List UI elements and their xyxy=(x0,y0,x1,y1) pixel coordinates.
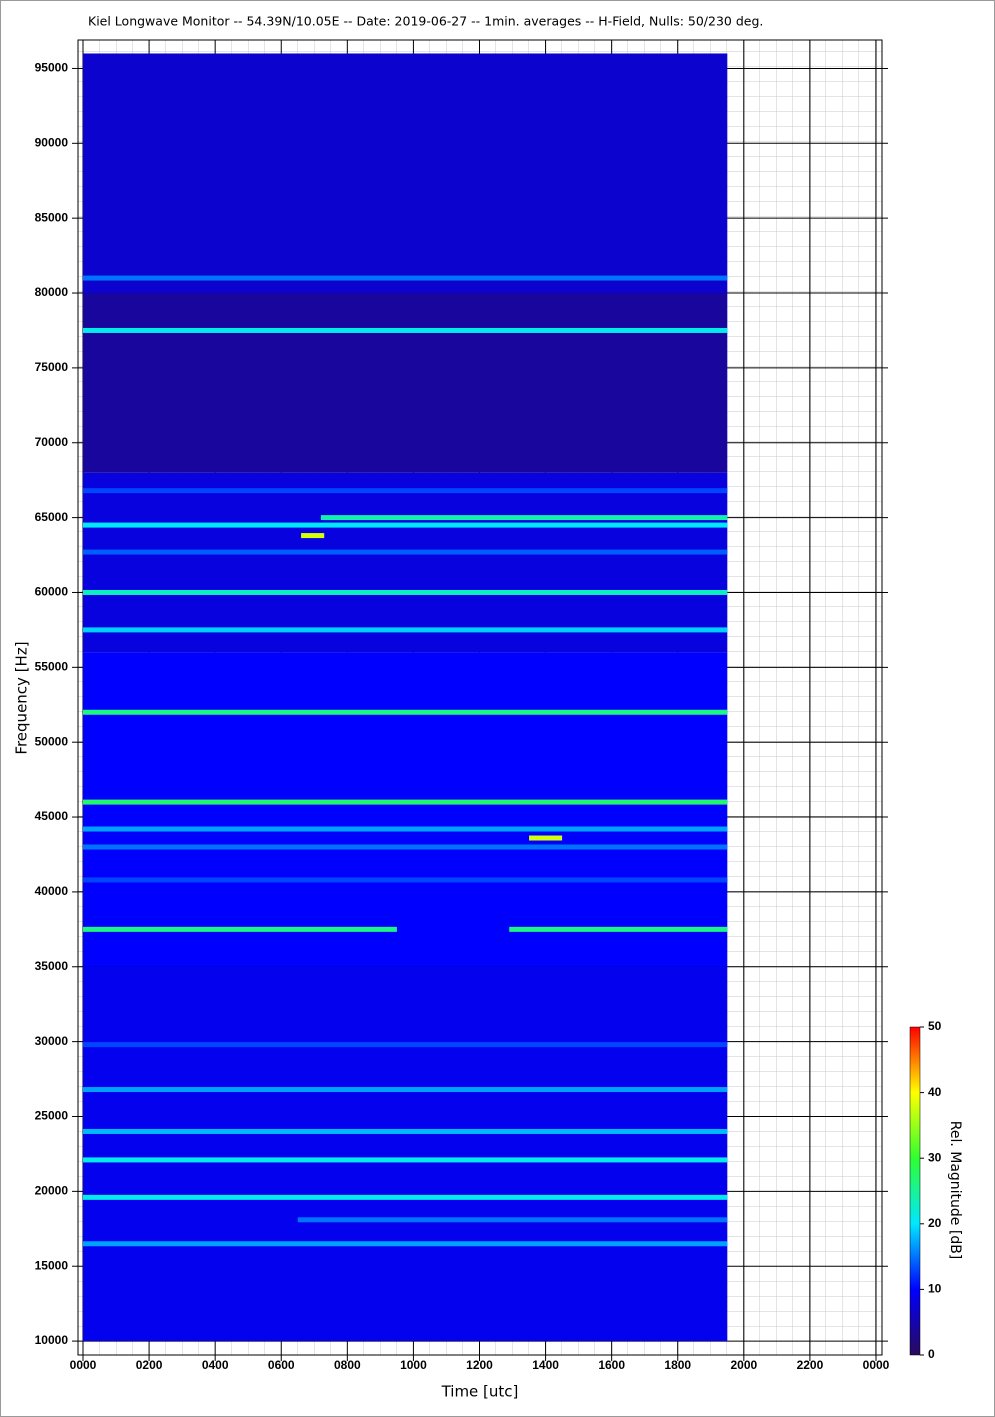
y-tick-label: 70000 xyxy=(35,435,69,449)
x-axis-label: Time [utc] xyxy=(441,1383,519,1401)
y-tick-label: 95000 xyxy=(35,61,69,75)
y-tick-label: 50000 xyxy=(35,734,69,748)
carrier-band xyxy=(301,533,325,539)
colorbar-tick-label: 30 xyxy=(928,1150,942,1164)
carrier-band xyxy=(83,1194,728,1200)
colorbar-tick-label: 20 xyxy=(928,1216,942,1230)
x-tick-label: 2200 xyxy=(797,1358,824,1372)
colorbar-tick-label: 10 xyxy=(928,1282,942,1296)
spectrum-region xyxy=(83,966,728,1342)
colorbar-tick-label: 0 xyxy=(928,1347,935,1361)
y-tick-label: 10000 xyxy=(35,1333,69,1347)
x-tick-label: 0400 xyxy=(202,1358,229,1372)
carrier-band xyxy=(529,835,563,841)
plot-frame xyxy=(77,39,883,1356)
y-tick-label: 40000 xyxy=(35,884,69,898)
carrier-band xyxy=(83,826,728,832)
carrier-band xyxy=(83,1042,728,1048)
x-tick-label: 0600 xyxy=(268,1358,295,1372)
carrier-band xyxy=(83,627,728,633)
y-tick-label: 65000 xyxy=(35,510,69,524)
carrier-band xyxy=(83,327,728,333)
y-tick-label: 30000 xyxy=(35,1034,69,1048)
carrier-band xyxy=(83,275,728,281)
y-tick-label: 60000 xyxy=(35,585,69,599)
y-axis-label: Frequency [Hz] xyxy=(13,641,31,754)
y-tick-label: 85000 xyxy=(35,210,69,224)
carrier-band xyxy=(83,1241,728,1247)
y-tick-label: 80000 xyxy=(35,285,69,299)
carrier-band xyxy=(83,488,728,494)
carrier-band xyxy=(83,877,728,883)
colorbar-tick-label: 40 xyxy=(928,1085,942,1099)
x-tick-label: 2000 xyxy=(730,1358,757,1372)
chart-title: Kiel Longwave Monitor -- 54.39N/10.05E -… xyxy=(88,14,763,29)
x-tick-label: 0200 xyxy=(136,1358,163,1372)
spectrum-region xyxy=(83,293,728,473)
carrier-band xyxy=(83,522,728,528)
x-tick-label: 0000 xyxy=(863,1358,890,1372)
carrier-band xyxy=(83,1087,728,1093)
carrier-band xyxy=(83,549,728,555)
carrier-band xyxy=(297,1217,728,1223)
y-tick-label: 45000 xyxy=(35,809,69,823)
carrier-band xyxy=(83,709,728,715)
y-tick-label: 20000 xyxy=(35,1184,69,1198)
y-tick-label: 55000 xyxy=(35,660,69,674)
y-tick-label: 25000 xyxy=(35,1109,69,1123)
carrier-band xyxy=(83,844,728,850)
x-tick-label: 1000 xyxy=(400,1358,427,1372)
carrier-band xyxy=(83,1157,728,1163)
x-tick-label: 1800 xyxy=(664,1358,691,1372)
x-tick-label: 1200 xyxy=(466,1358,493,1372)
colorbar xyxy=(909,1026,921,1356)
carrier-band xyxy=(83,799,728,805)
spectrum-region xyxy=(83,472,728,653)
x-tick-label: 1600 xyxy=(598,1358,625,1372)
y-tick-label: 90000 xyxy=(35,135,69,149)
colorbar-label: Rel. Magnitude [dB] xyxy=(947,1121,963,1260)
carrier-band xyxy=(83,926,397,932)
carrier-band xyxy=(83,1128,728,1134)
x-tick-label: 1400 xyxy=(532,1358,559,1372)
spectrum-region xyxy=(83,652,728,967)
carrier-band xyxy=(320,515,728,521)
colorbar-tick-label: 50 xyxy=(928,1019,942,1033)
y-tick-label: 35000 xyxy=(35,959,69,973)
spectrum-region xyxy=(83,53,728,294)
y-tick-label: 75000 xyxy=(35,360,69,374)
carrier-band xyxy=(83,589,728,595)
y-tick-label: 15000 xyxy=(35,1258,69,1272)
carrier-band xyxy=(509,926,728,932)
x-tick-label: 0800 xyxy=(334,1358,361,1372)
x-tick-label: 0000 xyxy=(70,1358,97,1372)
